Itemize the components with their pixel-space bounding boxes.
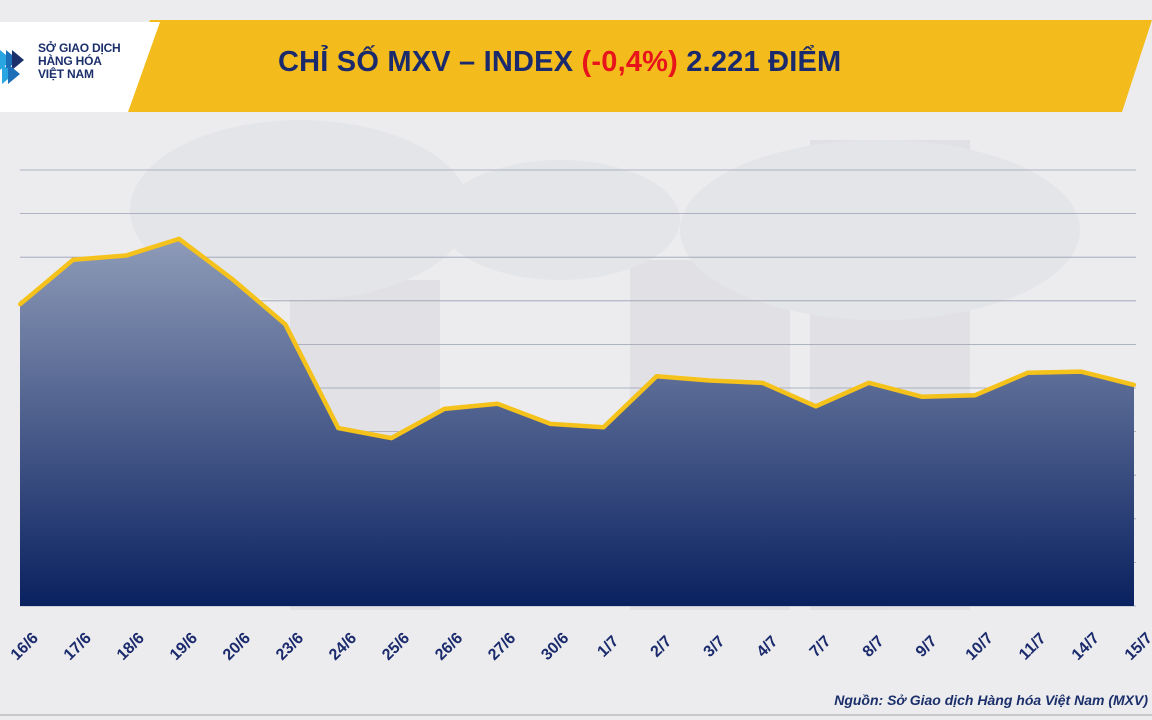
x-tick-label: 19/6	[167, 630, 201, 664]
data-point-7-7	[813, 404, 818, 409]
chart-title: CHỈ SỐ MXV – INDEX (-0,4%) 2.221 ĐIỂM	[278, 46, 841, 79]
mxv-logo-icon	[0, 50, 24, 84]
data-point-9-7	[919, 394, 924, 399]
title-prefix: CHỈ SỐ MXV – INDEX	[278, 46, 582, 78]
data-point-20-6	[230, 277, 235, 281]
data-point-25-6	[389, 436, 394, 441]
logo-line-1: SỞ GIAO DỊCH	[38, 41, 121, 55]
data-point-8-7	[866, 380, 871, 385]
x-tick-label: 14/7	[1069, 630, 1103, 664]
x-tick-label: 18/6	[114, 630, 148, 664]
source-note: Nguồn: Sở Giao dịch Hàng hóa Việt Nam (M…	[834, 692, 1148, 708]
x-tick-label: 9/7	[913, 633, 941, 661]
x-tick-label: 26/6	[432, 630, 466, 664]
data-point-17-6	[71, 257, 76, 262]
x-tick-label: 7/7	[807, 633, 835, 661]
data-point-30-6	[548, 421, 553, 426]
logo-line-2: HÀNG HÓA	[38, 54, 102, 68]
x-tick-label: 30/6	[538, 630, 572, 664]
data-point-10-7	[972, 393, 977, 398]
x-tick-label: 1/7	[594, 633, 622, 661]
x-tick-label: 25/6	[379, 630, 413, 664]
index-area	[20, 238, 1134, 606]
x-tick-label: 4/7	[754, 633, 782, 661]
x-tick-label: 3/7	[701, 633, 729, 661]
logo-line-3: VIỆT NAM	[38, 67, 94, 81]
logo-text: SỞ GIAO DỊCH HÀNG HÓA VIỆT NAM	[38, 42, 121, 81]
x-tick-label: 17/6	[61, 630, 95, 664]
data-point-3-7	[707, 378, 712, 383]
data-point-11-7	[1025, 370, 1030, 375]
data-point-4-7	[760, 380, 765, 385]
x-tick-label: 24/6	[326, 630, 360, 664]
data-point-18-6	[124, 253, 129, 258]
title-suffix: 2.221 ĐIỂM	[678, 46, 842, 78]
data-point-23-6	[283, 322, 288, 327]
data-point-26-6	[442, 406, 447, 411]
data-point-19-6	[177, 236, 182, 241]
x-tick-label: 8/7	[860, 633, 888, 661]
bottom-divider	[0, 714, 1152, 716]
x-tick-label: 16/6	[8, 630, 42, 664]
index-line	[18, 236, 1135, 441]
data-point-1-7	[601, 425, 606, 430]
data-point-2-7	[654, 374, 659, 379]
title-change: (-0,4%)	[581, 46, 679, 78]
data-point-27-6	[495, 401, 500, 406]
x-tick-label: 27/6	[485, 630, 519, 664]
x-tick-label: 2/7	[648, 633, 676, 661]
x-tick-label: 11/7	[1016, 630, 1049, 663]
x-tick-label: 10/7	[963, 630, 997, 664]
data-point-15-7	[1132, 382, 1137, 387]
x-tick-label: 15/7	[1122, 630, 1152, 664]
header-band	[0, 20, 1152, 113]
x-tick-label: 23/6	[273, 630, 307, 664]
data-point-24-6	[336, 426, 341, 431]
x-tick-label: 20/6	[220, 630, 254, 664]
data-point-16-6	[18, 302, 22, 307]
data-point-14-7	[1079, 369, 1083, 374]
